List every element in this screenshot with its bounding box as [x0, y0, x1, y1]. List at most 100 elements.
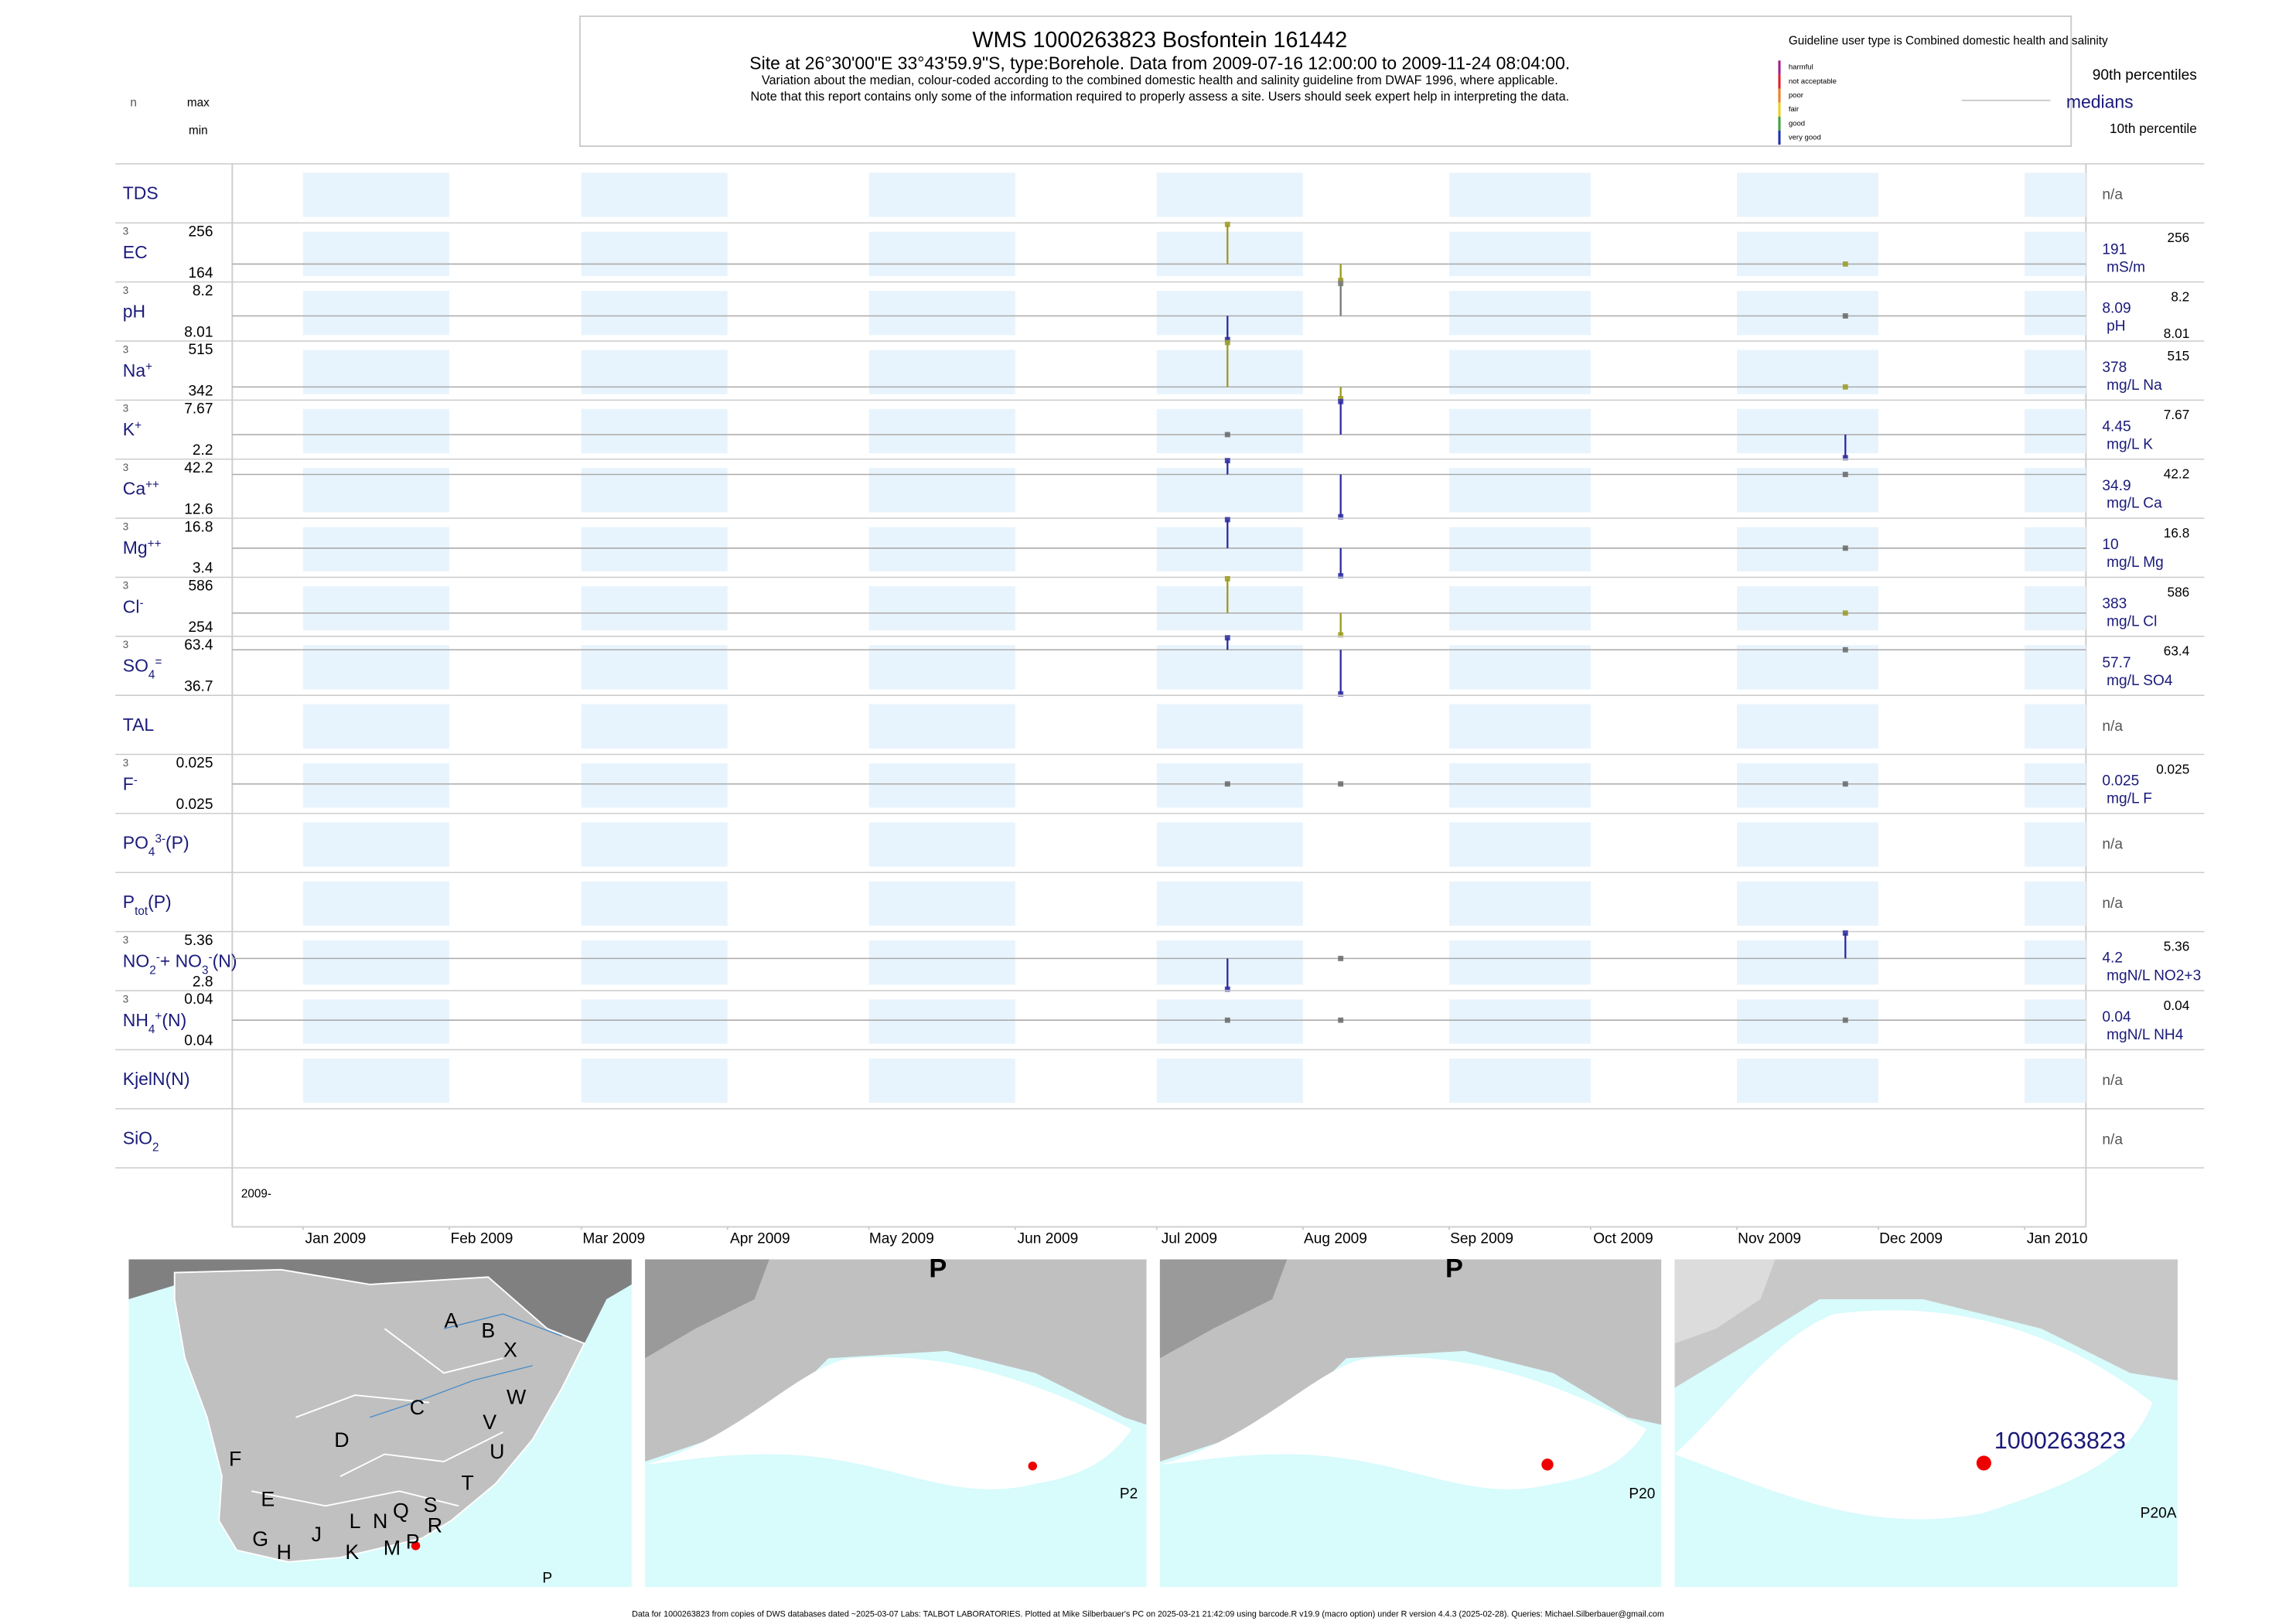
row-label: TDS	[123, 183, 159, 203]
median-value: 4.2	[2102, 950, 2123, 967]
sample-point	[1338, 781, 1344, 787]
region-letter: J	[312, 1523, 322, 1546]
region-letter: R	[428, 1514, 442, 1537]
label-part: Mg	[123, 537, 148, 558]
month-band	[1156, 291, 1303, 336]
na-label: n/a	[2102, 1073, 2123, 1089]
month-band	[302, 527, 449, 571]
month-band	[1156, 881, 1303, 926]
month-band	[1156, 585, 1303, 631]
month-band	[868, 350, 1015, 394]
month-band	[581, 408, 728, 454]
month-band	[1448, 763, 1591, 808]
month-band	[1737, 585, 1878, 631]
x-tick-label: Aug 2009	[1304, 1230, 1367, 1247]
guideline-class: poor	[1789, 91, 1804, 100]
unit: mg/L K	[2107, 436, 2153, 452]
row-label: K+	[123, 419, 142, 439]
month-band	[2025, 408, 2086, 454]
row-min: 36.7	[184, 678, 213, 694]
row-label: Ptot(P)	[123, 892, 172, 917]
map-top-label: P	[929, 1254, 947, 1283]
month-band	[1448, 172, 1591, 217]
month-band	[1156, 704, 1303, 749]
month-band	[1156, 645, 1303, 690]
subtitle: Site at 26°30'00"E 33°43'59.9"S, type:Bo…	[749, 53, 1570, 73]
land	[173, 1268, 585, 1563]
month-band	[1156, 231, 1303, 276]
sample-point	[1338, 573, 1344, 578]
month-band	[2025, 645, 2086, 690]
month-band	[1156, 822, 1303, 867]
month-band	[1448, 291, 1591, 336]
month-band	[302, 881, 449, 926]
month-band	[581, 999, 728, 1044]
sample-point	[1842, 472, 1848, 477]
month-band	[1737, 940, 1878, 985]
region-letter: A	[445, 1308, 459, 1332]
month-band	[868, 999, 1015, 1044]
sample-point	[1224, 781, 1230, 787]
month-band	[1448, 231, 1591, 276]
region-letter: D	[334, 1428, 349, 1452]
row-label: EC	[123, 242, 148, 262]
note: Variation about the median, colour-coded…	[762, 73, 1558, 87]
month-band	[302, 468, 449, 513]
right-max: 0.025	[2156, 761, 2189, 776]
month-band	[2025, 763, 2086, 808]
region-letter: W	[507, 1386, 527, 1409]
unit: mS/m	[2107, 259, 2145, 275]
sample-point	[1842, 610, 1848, 616]
month-band	[1448, 881, 1591, 926]
row-min: 254	[189, 619, 213, 636]
row-label: Cl-	[123, 596, 144, 616]
sample-count: 3	[123, 343, 128, 355]
x-tick-label: Feb 2009	[451, 1230, 513, 1247]
row-label: Mg++	[123, 537, 162, 557]
x-tick-label: Dec 2009	[1879, 1230, 1943, 1247]
guideline-class: fair	[1789, 105, 1800, 114]
site-dot	[1541, 1459, 1554, 1471]
label-part: SO	[123, 656, 148, 676]
median-value: 383	[2102, 596, 2127, 612]
month-band	[868, 527, 1015, 571]
map-label: P	[542, 1571, 552, 1587]
catchment	[1674, 1310, 2153, 1520]
month-band	[302, 408, 449, 454]
median-label: medians	[2066, 91, 2134, 111]
month-band	[868, 468, 1015, 513]
catchment	[645, 1356, 1132, 1489]
row-min: 2.8	[193, 974, 213, 990]
month-band	[2025, 231, 2086, 276]
month-band	[581, 1058, 728, 1104]
month-band	[1737, 822, 1878, 867]
label-part: PO	[123, 833, 148, 853]
month-band	[868, 172, 1015, 217]
header-box	[578, 15, 2073, 147]
median-value: 0.04	[2102, 1009, 2131, 1025]
right-max: 8.2	[2171, 288, 2189, 304]
land-dark	[645, 1259, 769, 1359]
label-part: 3	[202, 964, 209, 977]
row-min: 164	[189, 265, 213, 281]
upper-label: 90th percentiles	[2093, 67, 2197, 84]
row-label: F-	[123, 773, 138, 793]
guideline-swatch	[1778, 74, 1781, 89]
region-letter: X	[503, 1338, 517, 1361]
unit: mg/L F	[2107, 791, 2152, 807]
site-dot	[1976, 1455, 1991, 1471]
right-max: 42.2	[2164, 466, 2189, 482]
row-max: 16.8	[184, 519, 213, 535]
label-part: Ca	[123, 479, 146, 499]
sample-point	[1224, 221, 1230, 227]
right-max: 16.8	[2164, 525, 2189, 541]
region-letter: F	[229, 1448, 241, 1471]
guideline-swatch	[1778, 102, 1781, 117]
unit: mg/L Ca	[2107, 496, 2162, 512]
land	[1674, 1259, 2178, 1388]
rivers	[370, 1313, 563, 1418]
month-band	[2025, 172, 2086, 217]
label-part: 4	[148, 1022, 155, 1035]
row-max: 63.4	[184, 637, 213, 653]
